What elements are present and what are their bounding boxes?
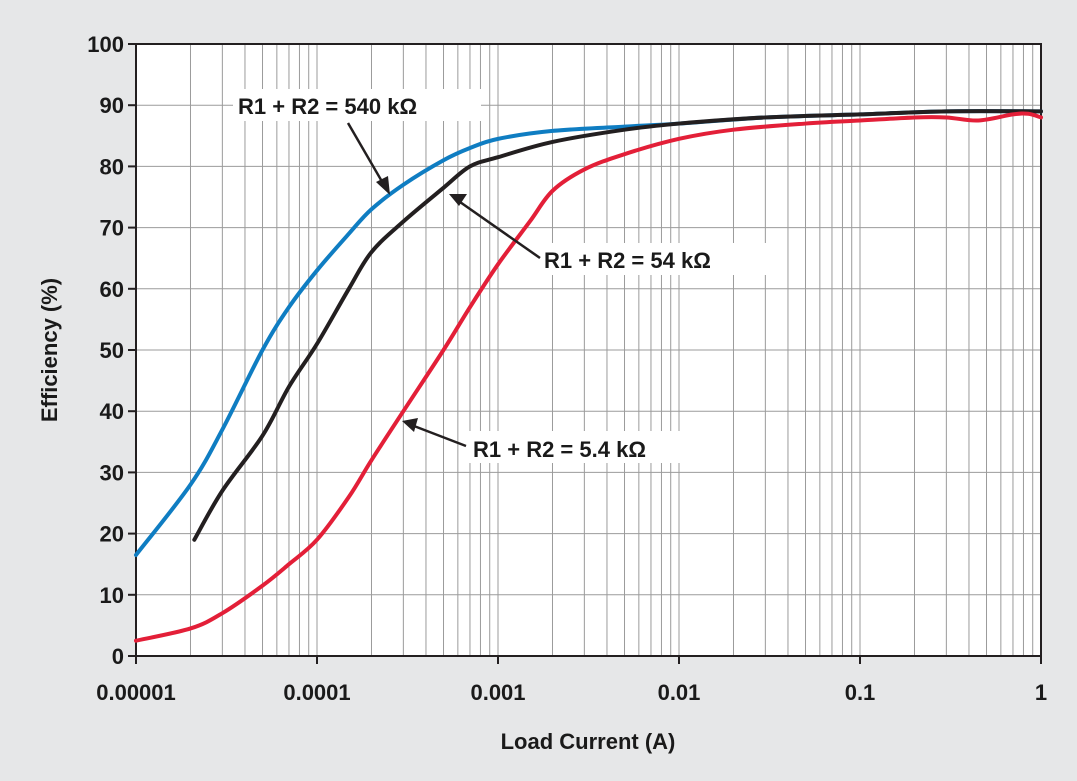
annotation-54k-arrowhead — [449, 194, 467, 206]
annotation-5-4k-bg — [469, 431, 709, 463]
annotation-540k-arrow — [346, 122, 386, 186]
x-axis-title: Load Current (A) — [501, 729, 676, 754]
tick-marks — [128, 43, 1042, 664]
annotation-54k: R1 + R2 = 54 kΩ — [449, 194, 770, 275]
x-tick-label: 0.001 — [470, 680, 525, 705]
y-tick-label: 10 — [100, 583, 124, 608]
y-tick-label: 100 — [87, 32, 124, 57]
annotation-5-4k: R1 + R2 = 5.4 kΩ — [402, 418, 709, 463]
x-tick-label: 0.1 — [845, 680, 876, 705]
y-tick-label: 80 — [100, 154, 124, 179]
x-tick-labels: 0.00001 0.0001 0.001 0.01 0.1 1 — [96, 680, 1047, 705]
x-tick-label: 0.01 — [658, 680, 701, 705]
annotation-54k-label: R1 + R2 = 54 kΩ — [544, 248, 711, 273]
annotation-5-4k-label: R1 + R2 = 5.4 kΩ — [473, 437, 646, 462]
annotation-5-4k-arrowhead — [402, 418, 418, 432]
y-tick-label: 20 — [100, 522, 124, 547]
series-5-4k-line — [134, 111, 1043, 643]
y-tick-label: 30 — [100, 460, 124, 485]
x-tick-label: 0.0001 — [283, 680, 350, 705]
y-tick-labels: 0 10 20 30 40 50 60 70 80 90 100 — [87, 32, 124, 669]
x-tick-label: 1 — [1035, 680, 1047, 705]
annotation-54k-bg — [540, 243, 770, 275]
annotation-540k: R1 + R2 = 540 kΩ — [233, 89, 481, 195]
series-54k-line — [192, 109, 1043, 542]
annotation-540k-bg — [233, 89, 481, 121]
annotations: R1 + R2 = 540 kΩ R1 + R2 = 54 kΩ R1 + R2… — [233, 89, 770, 463]
x-tick-label: 0.00001 — [96, 680, 176, 705]
y-tick-label: 90 — [100, 93, 124, 118]
annotation-540k-arrowhead — [376, 176, 390, 195]
y-tick-label: 50 — [100, 338, 124, 363]
annotation-54k-arrow — [459, 200, 541, 260]
y-tick-label: 0 — [112, 644, 124, 669]
y-axis-title: Efficiency (%) — [37, 278, 62, 422]
annotation-540k-label: R1 + R2 = 540 kΩ — [238, 94, 417, 119]
y-tick-label: 70 — [100, 216, 124, 241]
grid — [135, 44, 1041, 656]
series-group — [134, 109, 1043, 643]
annotation-5-4k-arrow — [413, 424, 467, 448]
y-tick-label: 40 — [100, 399, 124, 424]
y-tick-label: 60 — [100, 277, 124, 302]
